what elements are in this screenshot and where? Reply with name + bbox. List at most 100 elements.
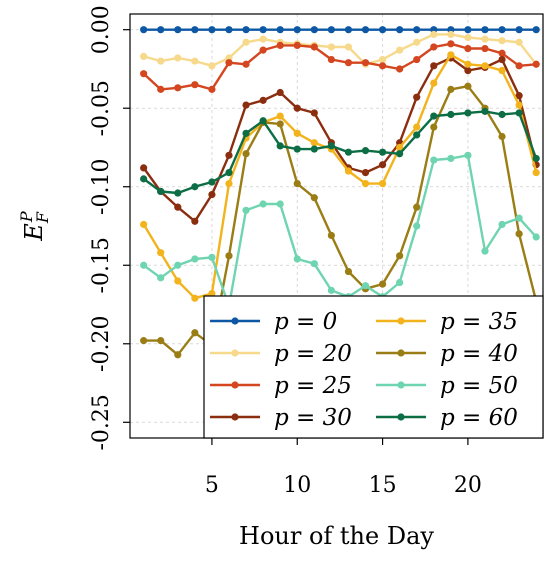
data-point — [293, 180, 301, 188]
data-point — [498, 220, 506, 229]
data-point — [344, 167, 353, 175]
data-point — [515, 26, 523, 34]
legend-label: p = 35 — [440, 309, 518, 335]
y-tick-label: -0.10 — [89, 159, 114, 215]
data-point — [157, 187, 165, 196]
data-point — [140, 52, 148, 61]
data-point — [344, 267, 353, 276]
data-point — [242, 206, 250, 214]
data-point — [361, 147, 370, 155]
data-point — [293, 104, 301, 112]
data-point — [140, 26, 148, 34]
data-point — [464, 82, 472, 90]
data-point — [310, 43, 318, 51]
data-point — [430, 30, 438, 39]
data-point — [413, 26, 421, 34]
data-point — [464, 26, 472, 34]
data-point — [515, 230, 523, 238]
data-point — [481, 62, 489, 70]
series-group — [140, 30, 540, 70]
data-point — [396, 143, 404, 152]
legend-label: p = 50 — [440, 373, 518, 399]
data-point — [327, 26, 335, 34]
data-point — [361, 169, 370, 177]
data-point — [157, 337, 165, 345]
data-point — [464, 66, 472, 75]
data-point — [344, 26, 353, 34]
series-line — [142, 110, 538, 195]
data-point — [361, 59, 370, 67]
data-point — [242, 101, 250, 109]
data-point — [498, 132, 506, 141]
data-point — [413, 123, 421, 131]
data-point — [276, 88, 284, 97]
data-point — [413, 55, 421, 64]
data-point — [174, 277, 182, 285]
data-point — [259, 96, 267, 104]
legend-label: p = 40 — [440, 341, 518, 367]
data-point — [327, 286, 335, 294]
data-point — [447, 40, 455, 48]
series-line — [142, 56, 538, 223]
data-point — [140, 164, 148, 172]
data-point — [464, 44, 472, 53]
data-point — [447, 51, 455, 59]
data-point — [447, 85, 455, 93]
data-point — [327, 55, 335, 64]
data-point — [498, 37, 506, 45]
data-point — [378, 180, 387, 188]
data-point — [208, 289, 216, 298]
data-point — [157, 26, 165, 34]
legend-label: p = 25 — [274, 373, 352, 399]
x-tick-label: 20 — [454, 473, 482, 498]
data-point — [225, 252, 233, 260]
data-point — [378, 62, 387, 70]
data-point — [174, 54, 182, 62]
data-point — [208, 26, 216, 34]
data-point — [242, 150, 250, 158]
data-point — [174, 261, 182, 269]
data-point — [481, 35, 489, 43]
y-axis-label: EFP — [17, 211, 52, 242]
axis-ticks: 5 10 15 20 0.00 -0.05 -0.10 -0.15 -0.20 -0.25 — [89, 5, 482, 498]
legend-marker — [231, 317, 239, 325]
data-point — [293, 41, 301, 50]
data-point — [396, 46, 404, 54]
legend-marker — [397, 381, 405, 389]
legend-item: p = 30 — [210, 405, 352, 431]
data-point — [259, 35, 267, 43]
data-point — [191, 217, 199, 225]
data-point — [532, 26, 540, 34]
data-point — [498, 26, 506, 34]
data-point — [430, 43, 438, 51]
data-point — [532, 154, 540, 163]
data-point — [481, 26, 489, 34]
data-point — [191, 57, 199, 65]
data-point — [464, 33, 472, 42]
data-point — [276, 112, 284, 120]
series-line — [142, 53, 538, 300]
data-point — [208, 62, 216, 70]
data-point — [430, 62, 438, 70]
series-group — [140, 107, 540, 197]
data-point — [191, 329, 199, 337]
data-point — [157, 57, 165, 65]
data-point — [327, 43, 335, 51]
legend-item: p = 20 — [210, 341, 352, 367]
legend-marker — [397, 413, 405, 421]
data-point — [361, 26, 370, 34]
data-point — [498, 55, 506, 64]
legend-marker — [397, 349, 405, 357]
data-point — [276, 142, 284, 150]
data-point — [481, 247, 489, 255]
data-point — [396, 26, 404, 34]
data-point — [515, 214, 523, 222]
data-point — [430, 123, 438, 131]
legend-label: p = 20 — [274, 341, 352, 367]
data-point — [310, 194, 318, 202]
data-point — [310, 109, 318, 117]
data-point — [310, 139, 318, 147]
data-point — [515, 109, 523, 117]
legend-label: p = 60 — [440, 405, 518, 431]
